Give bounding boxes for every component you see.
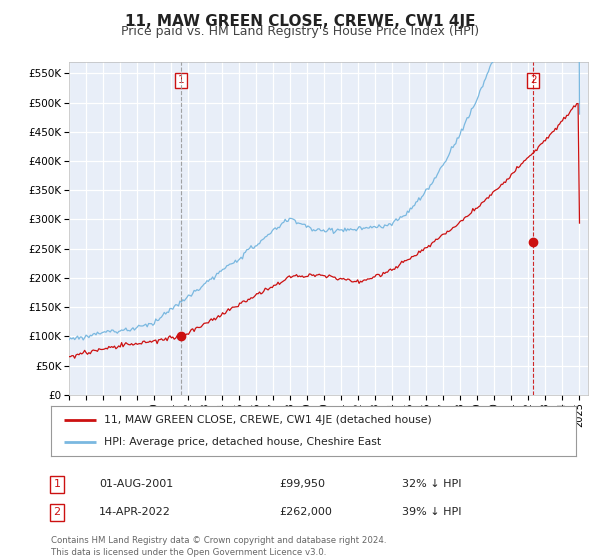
Text: 14-APR-2022: 14-APR-2022 xyxy=(99,507,171,517)
Text: £99,950: £99,950 xyxy=(279,479,325,489)
Text: £262,000: £262,000 xyxy=(279,507,332,517)
Text: Price paid vs. HM Land Registry's House Price Index (HPI): Price paid vs. HM Land Registry's House … xyxy=(121,25,479,38)
Text: 1: 1 xyxy=(178,75,184,85)
Text: HPI: Average price, detached house, Cheshire East: HPI: Average price, detached house, Ches… xyxy=(104,437,380,447)
Text: 11, MAW GREEN CLOSE, CREWE, CW1 4JE (detached house): 11, MAW GREEN CLOSE, CREWE, CW1 4JE (det… xyxy=(104,415,431,425)
Text: 11, MAW GREEN CLOSE, CREWE, CW1 4JE: 11, MAW GREEN CLOSE, CREWE, CW1 4JE xyxy=(125,14,475,29)
Text: 1: 1 xyxy=(53,479,61,489)
Text: 39% ↓ HPI: 39% ↓ HPI xyxy=(402,507,461,517)
Text: 2: 2 xyxy=(530,75,536,85)
Text: 01-AUG-2001: 01-AUG-2001 xyxy=(99,479,173,489)
Text: 32% ↓ HPI: 32% ↓ HPI xyxy=(402,479,461,489)
Text: 2: 2 xyxy=(53,507,61,517)
Text: This data is licensed under the Open Government Licence v3.0.: This data is licensed under the Open Gov… xyxy=(51,548,326,557)
Text: Contains HM Land Registry data © Crown copyright and database right 2024.: Contains HM Land Registry data © Crown c… xyxy=(51,536,386,545)
